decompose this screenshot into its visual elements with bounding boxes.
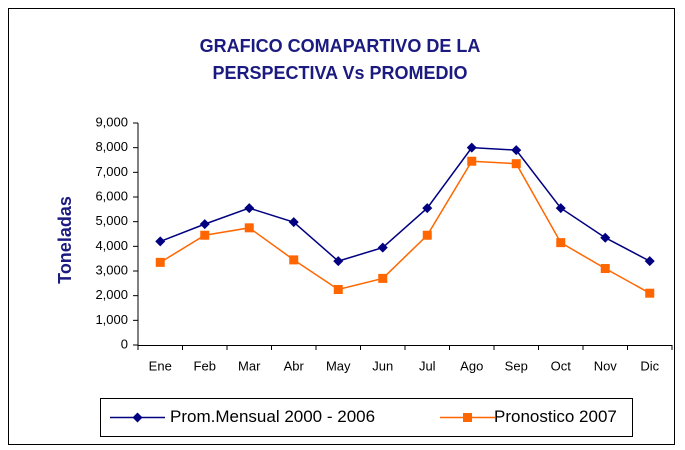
x-tick-label: Jun xyxy=(372,358,393,373)
y-tick-label: 6,000 xyxy=(95,188,128,203)
legend-label: Prom.Mensual 2000 - 2006 xyxy=(170,407,375,426)
y-tick-label: 2,000 xyxy=(95,287,128,302)
point xyxy=(511,159,521,169)
x-tick-label: Oct xyxy=(551,358,572,373)
point xyxy=(600,232,611,243)
point xyxy=(645,288,655,298)
point xyxy=(377,242,388,253)
x-tick-label: Nov xyxy=(594,358,618,373)
x-tick-label: Jul xyxy=(419,358,436,373)
point xyxy=(467,156,477,166)
legend-marker xyxy=(132,412,143,423)
point xyxy=(422,230,432,240)
point xyxy=(244,203,255,214)
y-tick-label: 8,000 xyxy=(95,139,128,154)
legend xyxy=(100,398,633,437)
y-tick-label: 7,000 xyxy=(95,164,128,179)
series-line xyxy=(159,160,651,294)
point xyxy=(600,264,610,274)
series-line xyxy=(159,146,651,262)
y-tick-label: 9,000 xyxy=(95,114,128,129)
point xyxy=(155,236,166,247)
chart-frame xyxy=(8,8,675,445)
x-tick-label: Feb xyxy=(194,358,216,373)
point xyxy=(644,256,655,267)
legend-label: Pronostico 2007 xyxy=(494,407,617,426)
point xyxy=(244,223,254,233)
x-tick-label: Abr xyxy=(284,358,305,373)
point xyxy=(378,273,388,283)
x-tick-label: Ago xyxy=(460,358,483,373)
legend-marker xyxy=(463,413,472,422)
point xyxy=(289,255,299,265)
x-tick-label: Dic xyxy=(640,358,659,373)
y-axis-label: Toneladas xyxy=(55,196,75,284)
y-tick-label: 5,000 xyxy=(95,213,128,228)
point xyxy=(200,230,210,240)
point xyxy=(199,219,210,230)
x-tick-label: Ene xyxy=(149,358,172,373)
point xyxy=(155,257,165,267)
point xyxy=(333,285,343,294)
point xyxy=(288,217,299,228)
x-tick-label: Mar xyxy=(238,358,261,373)
y-tick-label: 0 xyxy=(121,336,128,351)
y-tick-label: 4,000 xyxy=(95,238,128,253)
point xyxy=(556,238,566,248)
x-tick-label: May xyxy=(326,358,351,373)
point xyxy=(511,145,522,156)
x-tick-label: Sep xyxy=(505,358,528,373)
point xyxy=(466,142,477,153)
y-tick-label: 3,000 xyxy=(95,262,128,277)
y-tick-label: 1,000 xyxy=(95,312,128,327)
point xyxy=(333,256,344,267)
chart-title: GRAFICO COMAPARTIVO DE LA PERSPECTIVA Vs… xyxy=(199,36,481,83)
point xyxy=(422,203,433,214)
point xyxy=(555,203,566,214)
